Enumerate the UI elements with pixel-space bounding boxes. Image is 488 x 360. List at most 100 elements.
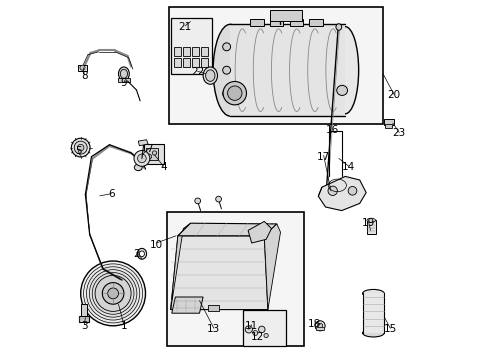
Polygon shape: [170, 223, 190, 310]
Bar: [170, 18, 212, 74]
Text: 21: 21: [178, 22, 191, 32]
Polygon shape: [78, 65, 87, 71]
Bar: [201, 58, 207, 67]
Bar: [79, 316, 89, 322]
Text: 7: 7: [145, 144, 152, 154]
Text: 14: 14: [342, 162, 355, 172]
Ellipse shape: [362, 289, 384, 297]
Bar: [168, 7, 382, 124]
Text: 15: 15: [383, 324, 396, 334]
Text: 1: 1: [121, 321, 127, 331]
Circle shape: [194, 198, 200, 204]
Bar: [249, 19, 263, 26]
Text: 8: 8: [81, 71, 87, 81]
Polygon shape: [264, 224, 280, 310]
Circle shape: [264, 333, 268, 338]
Ellipse shape: [139, 251, 144, 257]
Bar: [183, 58, 189, 67]
Polygon shape: [170, 236, 267, 310]
Ellipse shape: [222, 66, 230, 74]
Bar: [383, 119, 393, 125]
Text: 5: 5: [75, 146, 81, 156]
Bar: [81, 304, 87, 316]
Bar: [269, 19, 283, 26]
Text: 11: 11: [244, 321, 258, 331]
Bar: [143, 144, 163, 164]
Bar: [242, 310, 285, 346]
Circle shape: [71, 138, 90, 157]
Circle shape: [107, 288, 118, 299]
Bar: [362, 293, 384, 333]
Ellipse shape: [366, 218, 375, 222]
Bar: [316, 327, 323, 330]
Circle shape: [314, 321, 325, 331]
Ellipse shape: [222, 90, 230, 98]
Circle shape: [102, 283, 123, 304]
Text: 12: 12: [250, 332, 263, 342]
Circle shape: [215, 196, 221, 202]
Ellipse shape: [205, 70, 215, 81]
Bar: [174, 47, 181, 56]
Text: 20: 20: [386, 90, 400, 100]
Circle shape: [86, 267, 140, 320]
Ellipse shape: [331, 27, 358, 114]
Text: 13: 13: [207, 324, 220, 334]
Circle shape: [83, 264, 142, 323]
Ellipse shape: [213, 24, 247, 116]
Ellipse shape: [227, 86, 242, 100]
Circle shape: [244, 326, 252, 333]
Text: 16: 16: [325, 125, 339, 135]
Bar: [208, 305, 218, 311]
Polygon shape: [247, 221, 271, 243]
Circle shape: [95, 275, 131, 311]
Circle shape: [152, 151, 156, 155]
Bar: [118, 78, 130, 82]
Text: 18: 18: [307, 319, 321, 329]
Ellipse shape: [335, 24, 341, 30]
Polygon shape: [138, 140, 148, 146]
Ellipse shape: [222, 43, 230, 51]
Circle shape: [252, 330, 257, 336]
Circle shape: [258, 326, 264, 333]
Circle shape: [327, 186, 337, 195]
Bar: [192, 47, 199, 56]
Circle shape: [347, 186, 356, 195]
Text: 2: 2: [133, 249, 140, 259]
Bar: [309, 19, 322, 26]
Text: 3: 3: [81, 321, 87, 331]
Circle shape: [317, 323, 322, 328]
Bar: [269, 10, 301, 21]
Ellipse shape: [137, 248, 146, 259]
Polygon shape: [178, 223, 276, 236]
Polygon shape: [318, 176, 366, 211]
Ellipse shape: [362, 329, 384, 337]
Circle shape: [134, 150, 149, 166]
Bar: [385, 124, 392, 128]
Circle shape: [146, 154, 151, 159]
Circle shape: [89, 270, 137, 317]
Bar: [174, 58, 181, 67]
Ellipse shape: [223, 81, 246, 105]
Text: 10: 10: [149, 240, 163, 250]
Bar: [192, 58, 199, 67]
Circle shape: [74, 141, 87, 154]
Ellipse shape: [120, 69, 127, 78]
Bar: [289, 19, 303, 26]
Bar: [366, 220, 375, 234]
Ellipse shape: [203, 67, 217, 84]
Ellipse shape: [134, 164, 142, 171]
Text: 19: 19: [361, 218, 375, 228]
Circle shape: [80, 65, 85, 70]
Text: 22: 22: [191, 67, 204, 77]
Bar: [183, 47, 189, 56]
Polygon shape: [171, 297, 203, 313]
Circle shape: [77, 144, 84, 151]
Text: 9: 9: [121, 78, 127, 88]
Ellipse shape: [336, 85, 347, 95]
Circle shape: [81, 261, 145, 326]
Circle shape: [92, 273, 134, 314]
Text: 4: 4: [160, 162, 166, 172]
Circle shape: [137, 154, 146, 163]
Bar: [167, 212, 303, 346]
Text: 6: 6: [108, 189, 114, 199]
